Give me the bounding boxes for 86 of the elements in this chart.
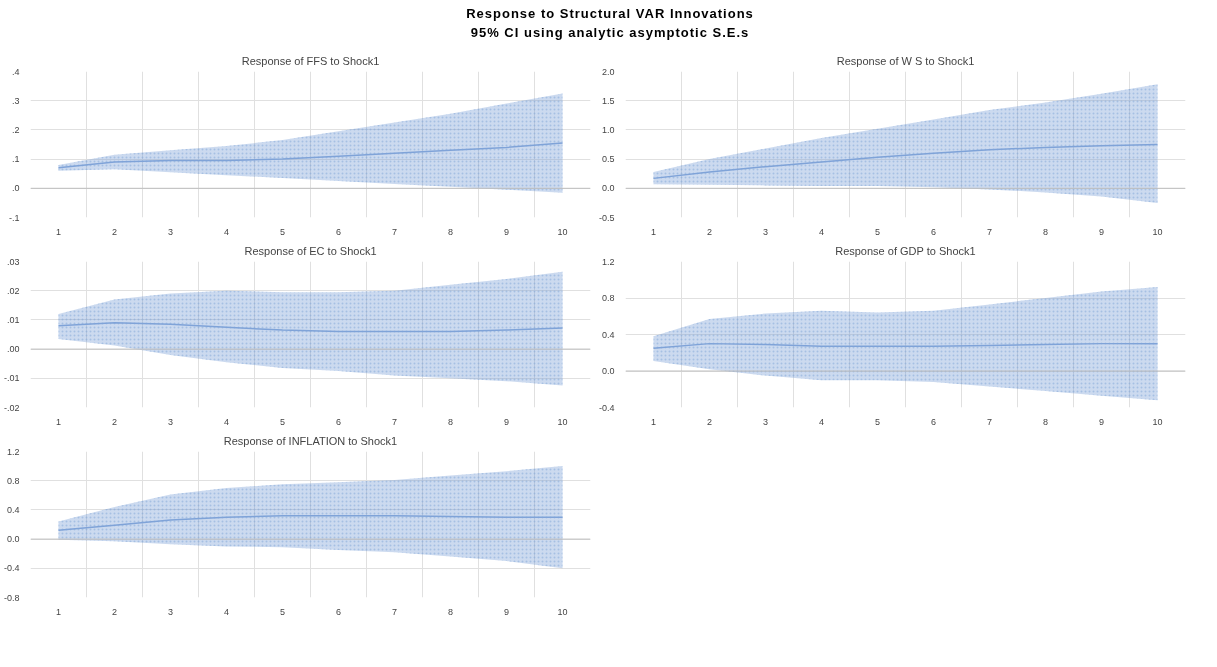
- x-tick-label: 4: [224, 416, 230, 427]
- x-tick-label: 1: [651, 226, 657, 237]
- y-tick-label: .01: [6, 315, 20, 326]
- y-tick-label: 0.4: [601, 329, 615, 340]
- x-tick-label: 2: [112, 226, 118, 237]
- text: 95% CI using analytic asymptotic S.E.s: [470, 24, 750, 40]
- x-tick-label: 9: [504, 226, 510, 237]
- x-tick-label: 4: [224, 226, 230, 237]
- x-tick-label: 2: [707, 416, 713, 427]
- y-tick-label: 0.8: [601, 293, 615, 304]
- x-tick-label: 8: [448, 606, 454, 617]
- y-tick-label: .02: [6, 285, 20, 296]
- x-tick-label: 1: [56, 606, 62, 617]
- x-tick-label: 3: [763, 226, 769, 237]
- y-tick-label: 1.2: [601, 256, 615, 267]
- y-tick-label: .4: [11, 66, 20, 77]
- y-tick-label: 1.5: [601, 95, 615, 106]
- x-tick-label: 10: [557, 226, 568, 237]
- chart-title: Response of INFLATION to Shock1: [223, 434, 398, 447]
- y-tick-label: -.1: [9, 212, 20, 223]
- y-tick-label: -0.4: [3, 563, 20, 574]
- chart-title: Response of W S to Shock1: [836, 54, 975, 67]
- x-tick-label: 2: [112, 416, 118, 427]
- x-tick-label: 7: [392, 416, 398, 427]
- y-tick-label: .1: [11, 154, 20, 165]
- y-tick-label: 0.5: [601, 154, 615, 165]
- x-tick-label: 7: [392, 226, 398, 237]
- x-tick-label: 4: [819, 226, 825, 237]
- y-tick-label: -0.8: [3, 592, 20, 603]
- x-tick-label: 6: [336, 606, 342, 617]
- x-tick-label: 4: [819, 416, 825, 427]
- x-tick-label: 8: [448, 416, 454, 427]
- y-tick-label: 2.0: [601, 66, 615, 77]
- x-tick-label: 8: [448, 226, 454, 237]
- text: Response to Structural VAR Innovations: [466, 6, 754, 21]
- y-tick-label: 0.4: [6, 505, 20, 516]
- x-tick-label: 5: [280, 606, 286, 617]
- x-tick-label: 9: [504, 606, 510, 617]
- y-tick-label: .00: [6, 344, 20, 355]
- x-tick-label: 10: [557, 606, 568, 617]
- x-tick-label: 8: [1043, 416, 1049, 427]
- y-tick-label: 1.2: [6, 446, 20, 457]
- x-tick-label: 2: [707, 226, 713, 237]
- x-tick-label: 8: [1043, 226, 1049, 237]
- y-tick-label: .03: [6, 256, 20, 267]
- x-tick-label: 1: [56, 416, 62, 427]
- x-tick-label: 3: [168, 226, 174, 237]
- y-tick-label: .0: [11, 183, 20, 194]
- x-tick-label: 7: [987, 226, 993, 237]
- y-tick-label: -0.4: [598, 402, 615, 413]
- x-tick-label: 4: [224, 606, 230, 617]
- y-tick-label: -.01: [3, 373, 20, 384]
- x-tick-label: 9: [504, 416, 510, 427]
- x-tick-label: 1: [56, 226, 62, 237]
- x-tick-label: 10: [557, 416, 568, 427]
- y-tick-label: 0.0: [601, 366, 615, 377]
- x-tick-label: 5: [280, 226, 286, 237]
- y-tick-label: 0.0: [6, 534, 20, 545]
- x-tick-label: 7: [987, 416, 993, 427]
- chart-title: Response of FFS to Shock1: [241, 54, 380, 67]
- x-tick-label: 3: [168, 416, 174, 427]
- y-tick-label: 0.8: [6, 475, 20, 486]
- x-tick-label: 2: [112, 606, 118, 617]
- x-tick-label: 6: [931, 416, 937, 427]
- x-tick-label: 10: [1152, 226, 1163, 237]
- y-tick-label: 0.0: [601, 183, 615, 194]
- y-tick-label: -.02: [3, 402, 20, 413]
- y-tick-label: -0.5: [598, 212, 615, 223]
- x-tick-label: 6: [336, 226, 342, 237]
- chart-title: Response of GDP to Shock1: [835, 244, 976, 257]
- x-tick-label: 9: [1099, 226, 1105, 237]
- y-tick-label: 1.0: [601, 125, 615, 136]
- x-tick-label: 6: [336, 416, 342, 427]
- x-tick-label: 7: [392, 606, 398, 617]
- y-tick-label: .3: [11, 95, 20, 106]
- x-tick-label: 5: [875, 416, 881, 427]
- y-tick-label: .2: [11, 125, 20, 136]
- x-tick-label: 5: [875, 226, 881, 237]
- x-tick-label: 5: [280, 416, 286, 427]
- x-tick-label: 3: [168, 606, 174, 617]
- x-tick-label: 3: [763, 416, 769, 427]
- x-tick-label: 1: [651, 416, 657, 427]
- chart-title: Response of EC to Shock1: [244, 244, 377, 257]
- x-tick-label: 10: [1152, 416, 1163, 427]
- x-tick-label: 6: [931, 226, 937, 237]
- x-tick-label: 9: [1099, 416, 1105, 427]
